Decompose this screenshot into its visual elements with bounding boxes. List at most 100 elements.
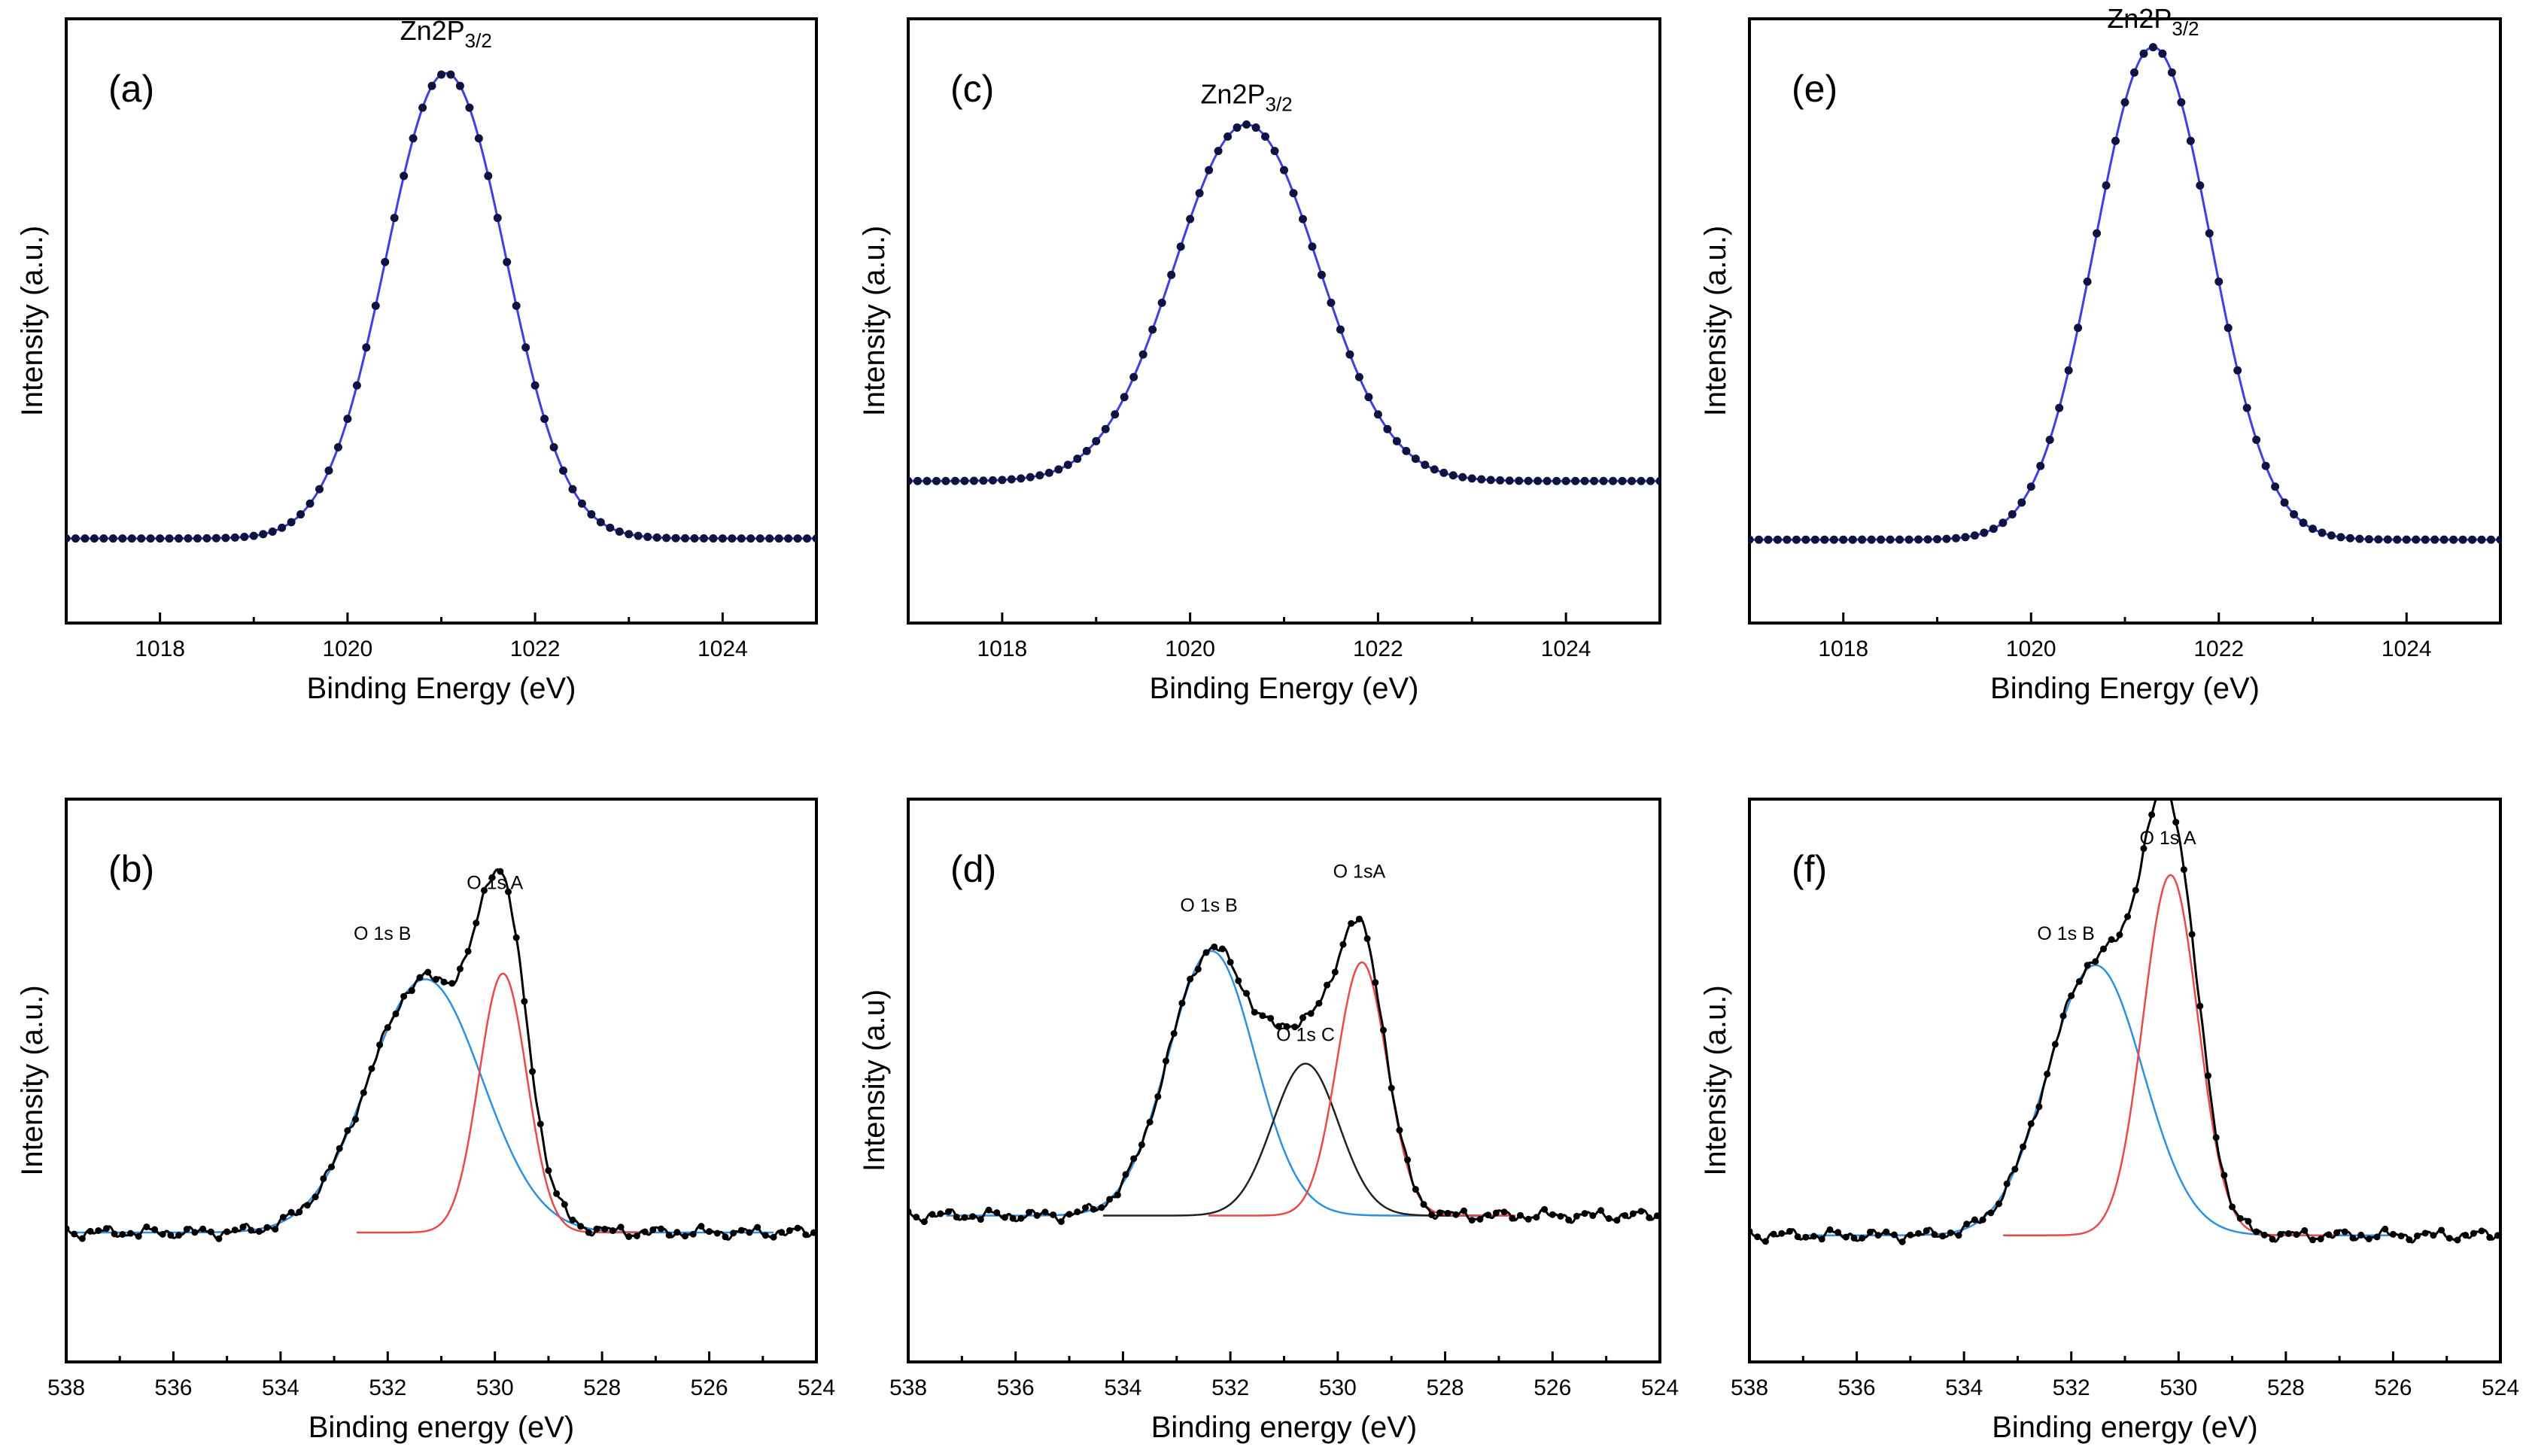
x-tick-label: 536 <box>1838 1375 1876 1400</box>
data-point <box>755 534 764 543</box>
data-point <box>1923 535 1932 544</box>
data-point <box>2132 886 2139 894</box>
data-point <box>530 381 540 390</box>
data-point <box>1931 1231 1938 1239</box>
x-tick-label: 532 <box>369 1375 406 1400</box>
data-point <box>1317 270 1326 279</box>
data-point <box>2317 1236 2324 1243</box>
data-point <box>221 533 230 543</box>
data-point <box>362 343 371 352</box>
data-point <box>2333 1229 2341 1236</box>
data-point <box>2099 945 2107 953</box>
x-tick-label: 536 <box>997 1375 1035 1400</box>
data-point <box>1939 1233 1947 1240</box>
plot-frame <box>1748 798 2502 1363</box>
data-point <box>561 1201 568 1208</box>
data-point <box>1980 528 1989 537</box>
data-point <box>2382 1225 2389 1233</box>
data-point <box>1886 535 1895 544</box>
data-point <box>1082 446 1091 455</box>
data-point <box>657 1225 664 1233</box>
data-point <box>810 1229 816 1236</box>
data-point <box>2003 1180 2011 1187</box>
data-point <box>923 476 932 485</box>
data-point <box>1859 1234 1866 1242</box>
plot-frame <box>1748 17 2502 625</box>
x-axis-label: Binding Energy (eV) <box>307 672 576 705</box>
data-point <box>344 1127 351 1135</box>
data-point <box>718 534 727 543</box>
data-point <box>1267 1014 1275 1022</box>
data-point <box>99 534 108 543</box>
data-point <box>537 1120 544 1128</box>
data-point <box>577 1223 585 1230</box>
data-point <box>2309 1236 2316 1244</box>
data-point <box>1573 1212 1580 1220</box>
data-point <box>1963 1220 1971 1228</box>
data-point <box>1167 270 1176 279</box>
data-point <box>2224 324 2233 333</box>
data-point <box>908 476 913 485</box>
data-point <box>1999 518 2008 527</box>
data-point <box>1476 1215 1484 1223</box>
data-point <box>2045 435 2054 444</box>
data-point <box>1955 1232 1962 1239</box>
data-point <box>2438 1227 2445 1234</box>
data-point <box>2075 977 2083 985</box>
x-tick-label: 1018 <box>977 637 1028 661</box>
data-point <box>1235 977 1242 984</box>
data-point <box>803 534 812 543</box>
data-point <box>1383 424 1392 433</box>
data-point <box>1146 1118 1154 1126</box>
data-point <box>706 1228 713 1236</box>
data-point <box>1392 436 1401 445</box>
data-point <box>1420 1201 1427 1208</box>
data-point <box>1157 298 1166 307</box>
data-point <box>2421 535 2430 544</box>
data-point <box>2374 535 2383 544</box>
data-point <box>1261 132 1270 141</box>
data-point <box>1580 476 1589 485</box>
data-point <box>102 1225 110 1233</box>
data-point <box>585 1229 592 1236</box>
data-point <box>634 531 643 540</box>
data-point <box>1524 476 1533 485</box>
data-point <box>1111 410 1120 419</box>
data-point <box>1291 1023 1299 1031</box>
data-point <box>2439 535 2448 544</box>
data-point <box>2325 1231 2333 1239</box>
data-point <box>1883 1228 1890 1236</box>
data-point <box>1761 1238 1769 1245</box>
data-point <box>368 1065 375 1072</box>
panel-a: 1018 1020 1022 1024 Binding Energy (eV) Inten… <box>16 15 818 705</box>
data-point <box>1749 1227 1753 1235</box>
data-point <box>1452 1211 1460 1218</box>
x-axis-label: Binding Energy (eV) <box>1990 672 2260 705</box>
data-point <box>249 531 258 540</box>
data-point <box>1090 1205 1097 1213</box>
data-point <box>2421 1230 2429 1237</box>
data-point <box>432 976 439 983</box>
data-point <box>2220 1172 2228 1179</box>
data-point <box>1315 999 1323 1007</box>
y-axis-label: Intensity (a.u) <box>858 989 891 1172</box>
component-curve <box>77 978 774 1234</box>
data-point <box>2290 510 2299 519</box>
data-point <box>2430 535 2439 544</box>
data-point <box>503 257 512 266</box>
x-tick-label: 1018 <box>135 637 185 661</box>
data-point <box>448 980 456 987</box>
data-point <box>2470 1230 2477 1237</box>
data-point <box>2383 535 2392 544</box>
data-point <box>802 1231 810 1239</box>
data-point <box>384 1024 391 1032</box>
data-point <box>2389 1230 2397 1238</box>
data-point <box>1970 531 1979 540</box>
data-point <box>343 415 352 424</box>
data-point <box>455 81 464 90</box>
data-point <box>278 523 287 532</box>
data-point <box>699 534 708 543</box>
data-point <box>1001 1214 1008 1221</box>
data-point <box>1308 242 1317 251</box>
